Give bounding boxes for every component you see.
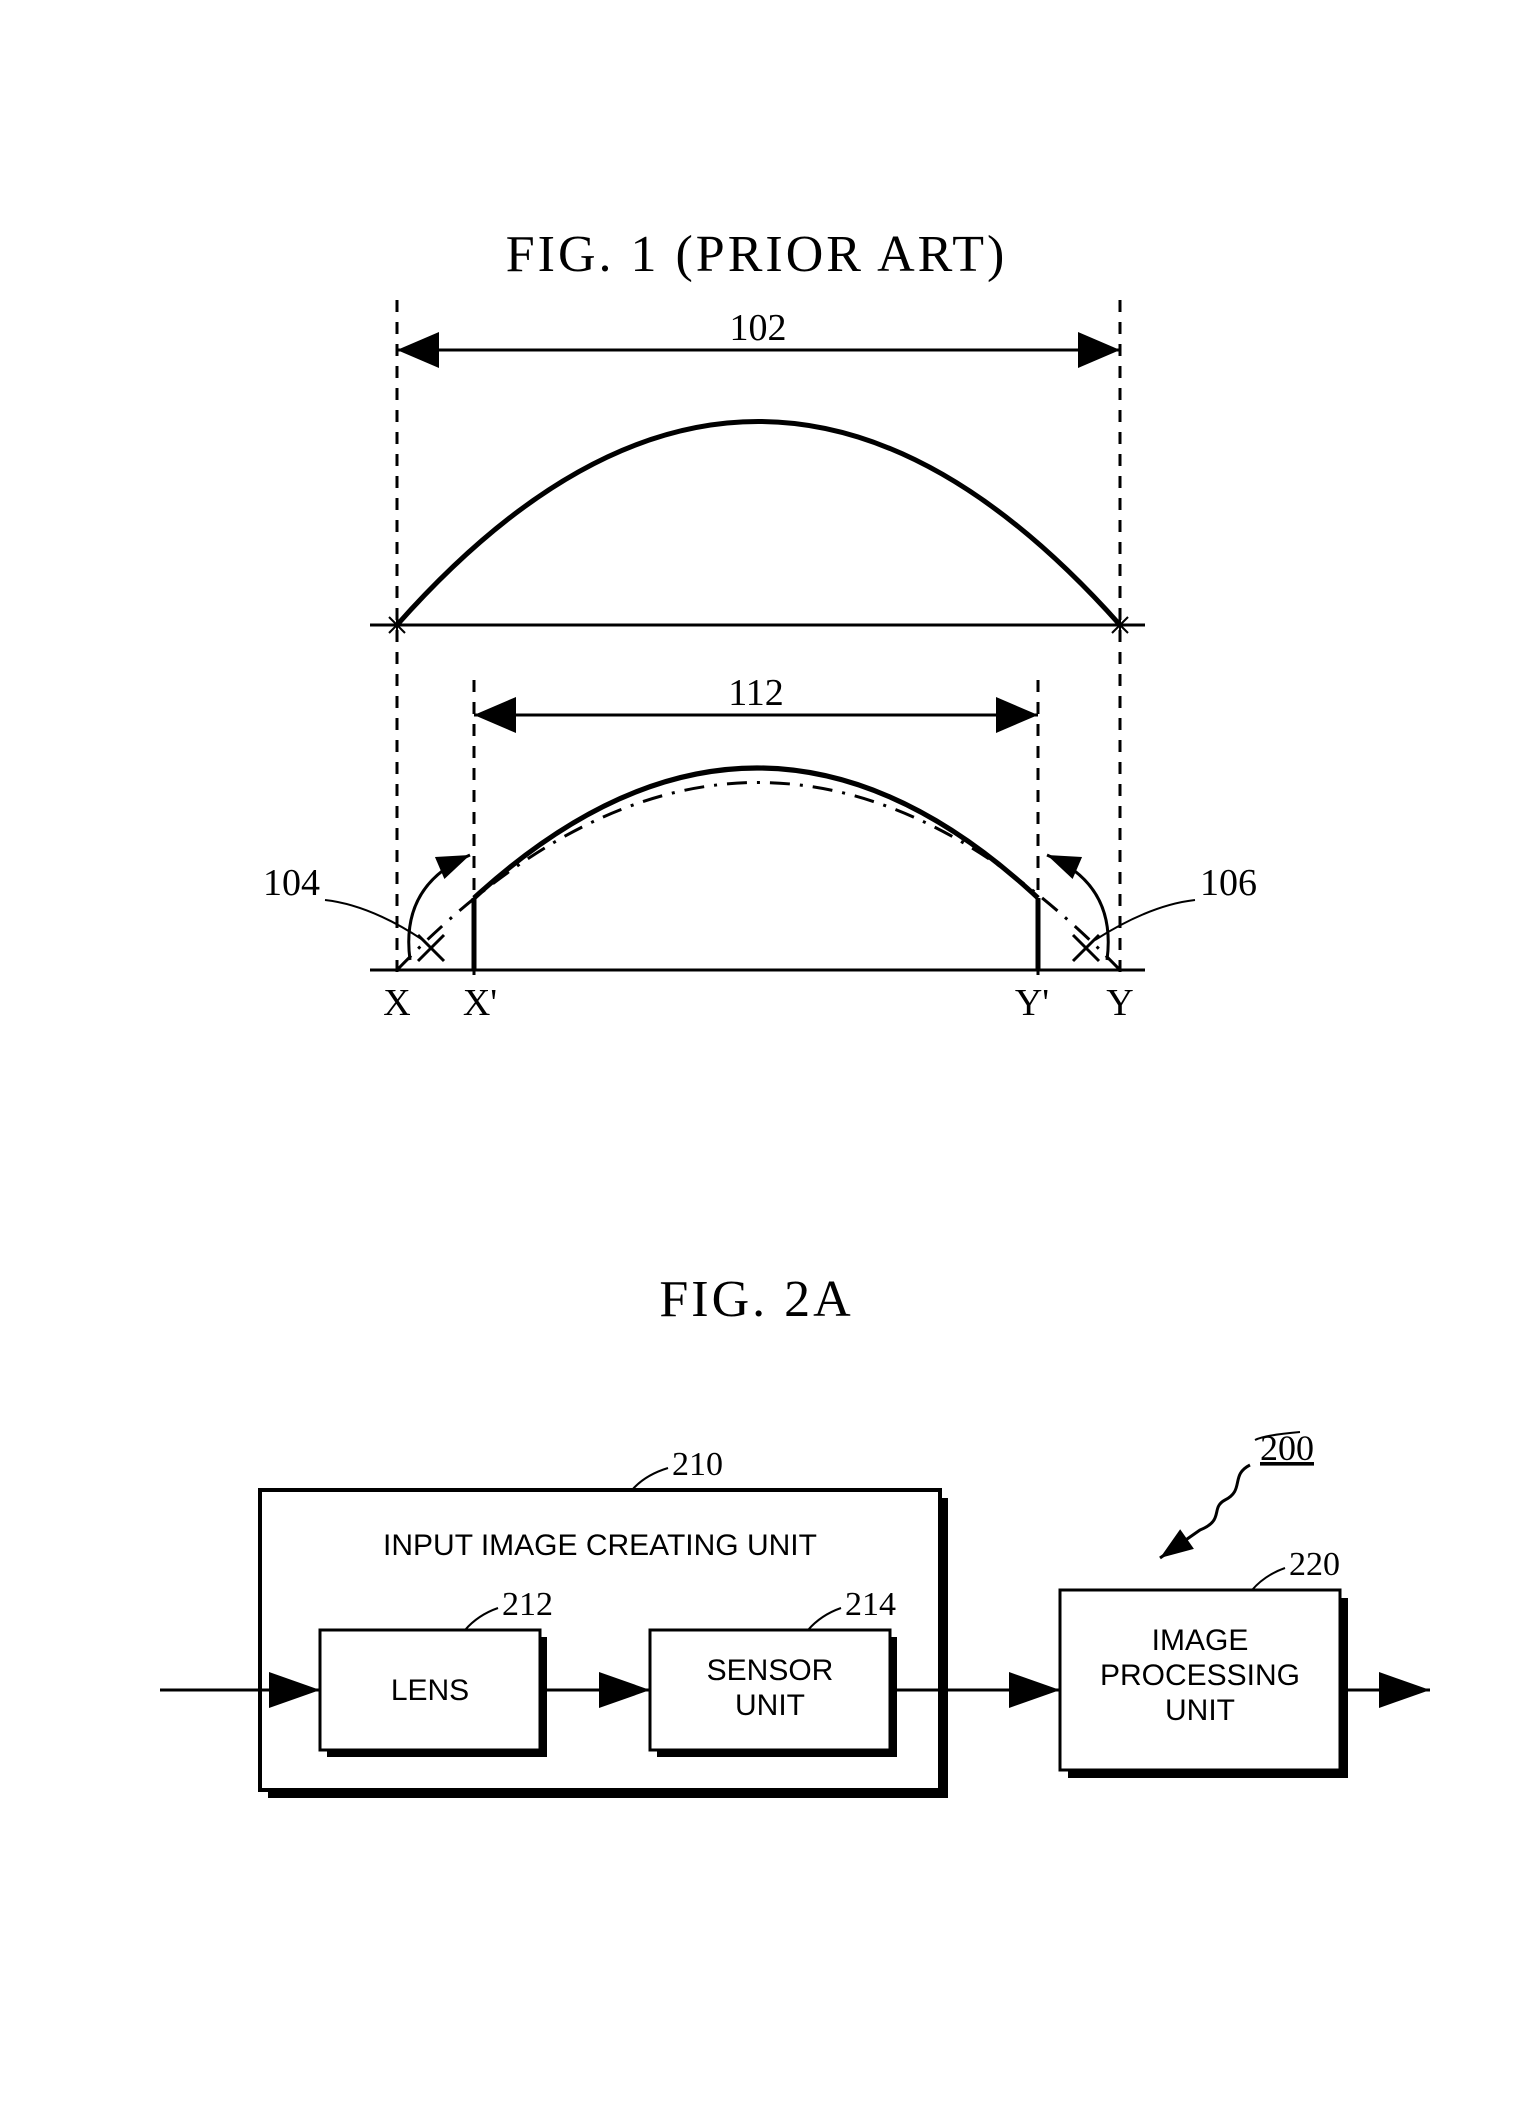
fig1-leader104-label: 104 (263, 862, 320, 904)
fig2a-sensor-label-l2: UNIT (735, 1689, 805, 1722)
fig1-dim1-label: 102 (730, 307, 787, 349)
fig1-arc-1 (397, 422, 1120, 626)
fig2a-outer-title: INPUT IMAGE CREATING UNIT (383, 1529, 817, 1562)
fig2a-proc-label-l1: IMAGE (1152, 1624, 1249, 1657)
fig1-curl-right (1047, 855, 1108, 960)
fig2a-sysref-squiggle (1160, 1465, 1250, 1558)
fig1-dim2-label: 112 (728, 672, 784, 714)
fig2a-title-text: FIG. 2A (659, 1271, 853, 1328)
fig2a-title: FIG. 2A (0, 1270, 1513, 1329)
fig1-leader106-line (1095, 900, 1195, 940)
fig1-lbl-Xp: X' (463, 982, 497, 1024)
fig2a-outer-ref: 210 (672, 1446, 723, 1483)
fig2a-proc-leader (1252, 1568, 1285, 1590)
fig2a-svg: 200 INPUT IMAGE CREATING UNIT 210 LENS 2… (0, 1380, 1513, 1900)
fig1-lbl-Y: Y (1106, 982, 1133, 1024)
fig1-lbl-Yp: Y' (1015, 982, 1049, 1024)
fig1-lbl-X: X (383, 982, 410, 1024)
fig1-curl-left (409, 855, 470, 960)
fig2a-sensor-label-l1: SENSOR (707, 1654, 834, 1687)
fig1-arc-2-solid (474, 768, 1038, 898)
fig2a-proc-ref: 220 (1289, 1546, 1340, 1583)
fig2a-outer-leader (632, 1468, 668, 1490)
fig2a-proc-label-l3: UNIT (1165, 1694, 1235, 1727)
fig1-svg: 102 112 104 106 X X' Y' Y (0, 0, 1513, 1200)
fig2a-sensor-ref: 214 (845, 1586, 896, 1623)
fig2a-lens-label: LENS (391, 1674, 469, 1707)
fig2a-proc-label-l2: PROCESSING (1100, 1659, 1300, 1692)
fig2a-lens-ref: 212 (502, 1586, 553, 1623)
fig1-leader106-label: 106 (1200, 862, 1257, 904)
